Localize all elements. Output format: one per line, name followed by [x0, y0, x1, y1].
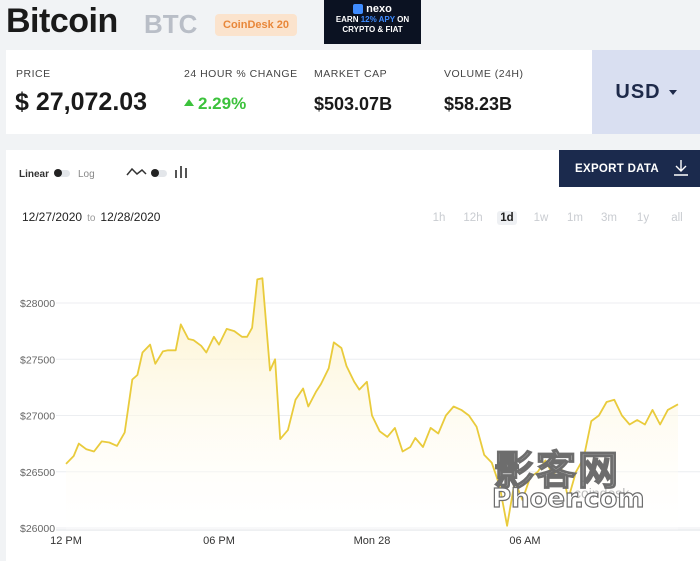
y-tick-label: $28000 [20, 298, 55, 310]
coin-ticker: BTC [144, 9, 198, 39]
candlestick-chart-icon[interactable] [174, 165, 190, 179]
volume-value: $58.23B [444, 94, 513, 114]
coin-header: Bitcoin BTC CoinDesk 20 nexo EARN 12% AP… [0, 0, 700, 46]
x-tick-label: 12 PM [50, 535, 82, 547]
nexo-brand: nexo [366, 3, 392, 15]
currency-label: USD [615, 80, 661, 103]
area-layer [65, 277, 679, 530]
range-to-word: to [87, 213, 96, 224]
scale-toggle[interactable] [54, 169, 70, 177]
volume-label: VOLUME (24H) [444, 68, 524, 80]
market-cap-label: MARKET CAP [314, 68, 388, 80]
market-cap-value: $503.07B [314, 94, 393, 114]
y-tick-label: $26500 [20, 467, 55, 479]
y-tick-label: $27500 [20, 354, 55, 366]
line-chart-icon[interactable] [126, 165, 148, 179]
stats-bar: PRICE $ 27,072.03 24 HOUR % CHANGE 2.29%… [6, 50, 592, 134]
up-arrow-icon [184, 99, 194, 107]
export-data-button[interactable]: EXPORT DATA [559, 150, 700, 187]
timeframe-1w[interactable]: 1w [524, 212, 558, 224]
timeframe-label: 12h [463, 212, 483, 224]
nexo-logo-icon [353, 4, 364, 14]
ad-line-1-highlight: 12% APY [360, 15, 395, 24]
coin-name: Bitcoin [6, 2, 118, 40]
price-area-fill [66, 278, 678, 530]
price-line [65, 277, 679, 527]
timeframe-1d[interactable]: 1d [490, 211, 524, 225]
timeframe-label: 3m [601, 212, 617, 224]
x-tick-label: Mon 28 [354, 535, 391, 547]
currency-select[interactable]: USD [592, 50, 700, 134]
ad-line-1: EARN 12% APY ON [324, 15, 421, 25]
ad-line-1-post: ON [394, 15, 410, 24]
timeframe-12h[interactable]: 12h [456, 212, 490, 224]
y-tick-label: $26000 [20, 523, 55, 535]
price-value: $ 27,072.03 [15, 88, 148, 116]
coindesk-watermark: coindesk [574, 485, 630, 501]
change-value-text: 2.29% [198, 94, 247, 113]
timeframe-label: 1d [497, 211, 517, 225]
range-to: 12/28/2020 [100, 210, 161, 224]
timeframe-label: 1h [432, 212, 446, 224]
y-tick-label: $27000 [20, 411, 55, 423]
timeframe-1m[interactable]: 1m [558, 212, 592, 224]
date-range[interactable]: 12/27/2020 to 12/28/2020 [22, 210, 160, 224]
timeframe-1y[interactable]: 1y [626, 212, 660, 224]
timeframe-1h[interactable]: 1h [422, 212, 456, 224]
timeframe-label: 1w [533, 212, 549, 224]
chart-type-toggle[interactable] [151, 169, 167, 177]
linear-scale-label[interactable]: Linear [19, 169, 50, 180]
timeframe-label: all [671, 212, 683, 224]
timeframe-label: 1m [567, 212, 583, 224]
export-data-label: EXPORT DATA [575, 162, 660, 175]
x-tick-label: 06 PM [203, 535, 235, 547]
nexo-ad-banner[interactable]: nexo EARN 12% APY ON CRYPTO & FIAT [324, 0, 421, 44]
chart-panel: $28000 $27500 $27000 $26500 $26000 12 PM 06 PM… [6, 150, 700, 561]
log-scale-label[interactable]: Log [78, 169, 95, 180]
timeframe-3m[interactable]: 3m [592, 212, 626, 224]
timeframe-selector: 1h 12h 1d 1w 1m 3m 1y all [422, 211, 694, 225]
timeframe-label: 1y [636, 212, 650, 224]
chart-toolbar: Linear Log EXPORT DATA 12/27/2020 to 12/28… [6, 150, 700, 225]
nexo-logo: nexo [324, 3, 421, 15]
ad-line-1-pre: EARN [335, 15, 361, 24]
change-value: 2.29% [184, 94, 246, 114]
coindesk-20-badge[interactable]: CoinDesk 20 [215, 14, 298, 36]
price-label: PRICE [16, 68, 51, 80]
download-icon [674, 160, 688, 176]
range-from: 12/27/2020 [22, 210, 83, 224]
chevron-down-icon [668, 89, 677, 95]
timeframe-all[interactable]: all [660, 212, 694, 224]
ad-line-2: CRYPTO & FIAT [342, 25, 403, 34]
x-tick-label: 06 AM [509, 535, 540, 547]
change-label: 24 HOUR % CHANGE [184, 68, 298, 80]
